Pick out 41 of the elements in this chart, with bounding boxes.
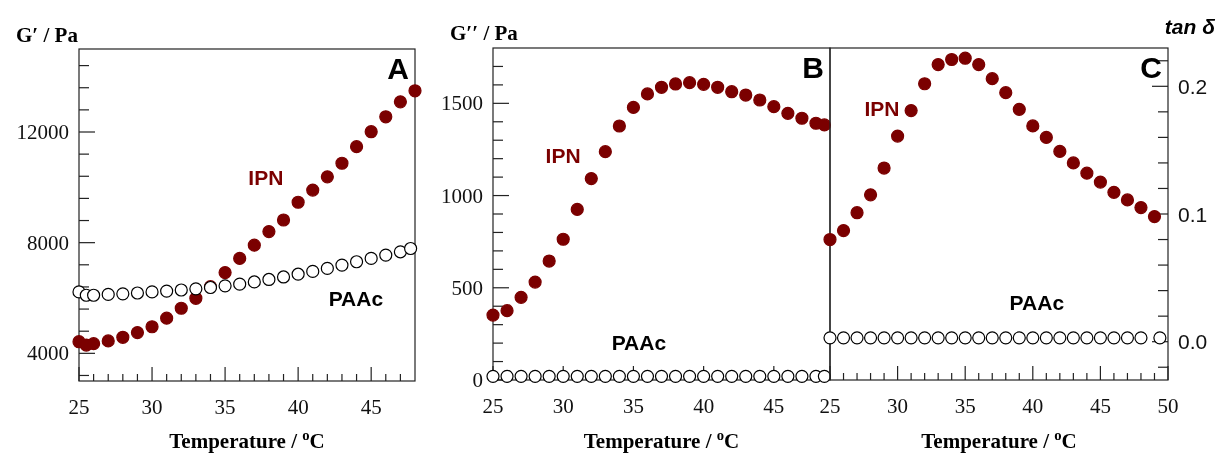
annotation: A	[387, 52, 409, 85]
series-label: IPN	[545, 144, 581, 168]
y-tick-label: 1000	[441, 183, 483, 208]
x-tick-label: 40	[1022, 394, 1044, 418]
x-tick-label: 40	[287, 395, 309, 419]
x-tick-label: 25	[482, 394, 504, 418]
y-tick-label: 4000	[27, 341, 69, 366]
series-label: PAAc	[1009, 291, 1065, 315]
y-axis-title: G′ / Pa	[16, 23, 79, 47]
y-tick-label: 500	[451, 275, 483, 300]
y2-tick-label: 0.2	[1178, 74, 1208, 98]
x-tick-label: 40	[693, 394, 715, 418]
x-tick-label: 45	[763, 394, 785, 418]
y-tick-label: 0	[472, 368, 483, 392]
x-tick-label: 50	[1157, 394, 1179, 418]
x-tick-label: 30	[887, 394, 909, 418]
y2-tick-label: 0.1	[1178, 202, 1208, 226]
y-tick-label: 1500	[441, 91, 483, 116]
x-tick-label: 35	[214, 395, 236, 419]
x-axis-title: Temperature / $^{o}$C	[921, 427, 1077, 453]
x-tick-label: 25	[68, 395, 90, 419]
series-label: PAAc	[611, 331, 667, 355]
x-axis-title: Temperature / $^{o}$C	[169, 427, 325, 453]
series-label: IPN	[248, 166, 284, 190]
y-axis-title: G′′ / Pa	[450, 21, 519, 45]
x-tick-label: 45	[1089, 394, 1111, 418]
x-tick-label: 30	[552, 394, 574, 418]
y2-axis-title: tan δ	[1164, 15, 1216, 38]
x-tick-label: 35	[622, 394, 644, 418]
series-label: IPN	[864, 97, 900, 121]
x-tick-label: 45	[360, 395, 382, 419]
x-axis-title: Temperature / $^{o}$C	[583, 427, 740, 453]
x-tick-label: 30	[141, 395, 163, 419]
y2-tick-label: 0.0	[1178, 330, 1208, 354]
annotation: B	[802, 51, 824, 84]
x-tick-label: 35	[954, 394, 976, 418]
annotation: C	[1140, 51, 1162, 84]
y-tick-label: 12000	[16, 120, 69, 144]
series-label: PAAc	[328, 287, 384, 311]
x-tick-label: 25	[819, 394, 841, 418]
y-tick-label: 8000	[27, 230, 69, 255]
